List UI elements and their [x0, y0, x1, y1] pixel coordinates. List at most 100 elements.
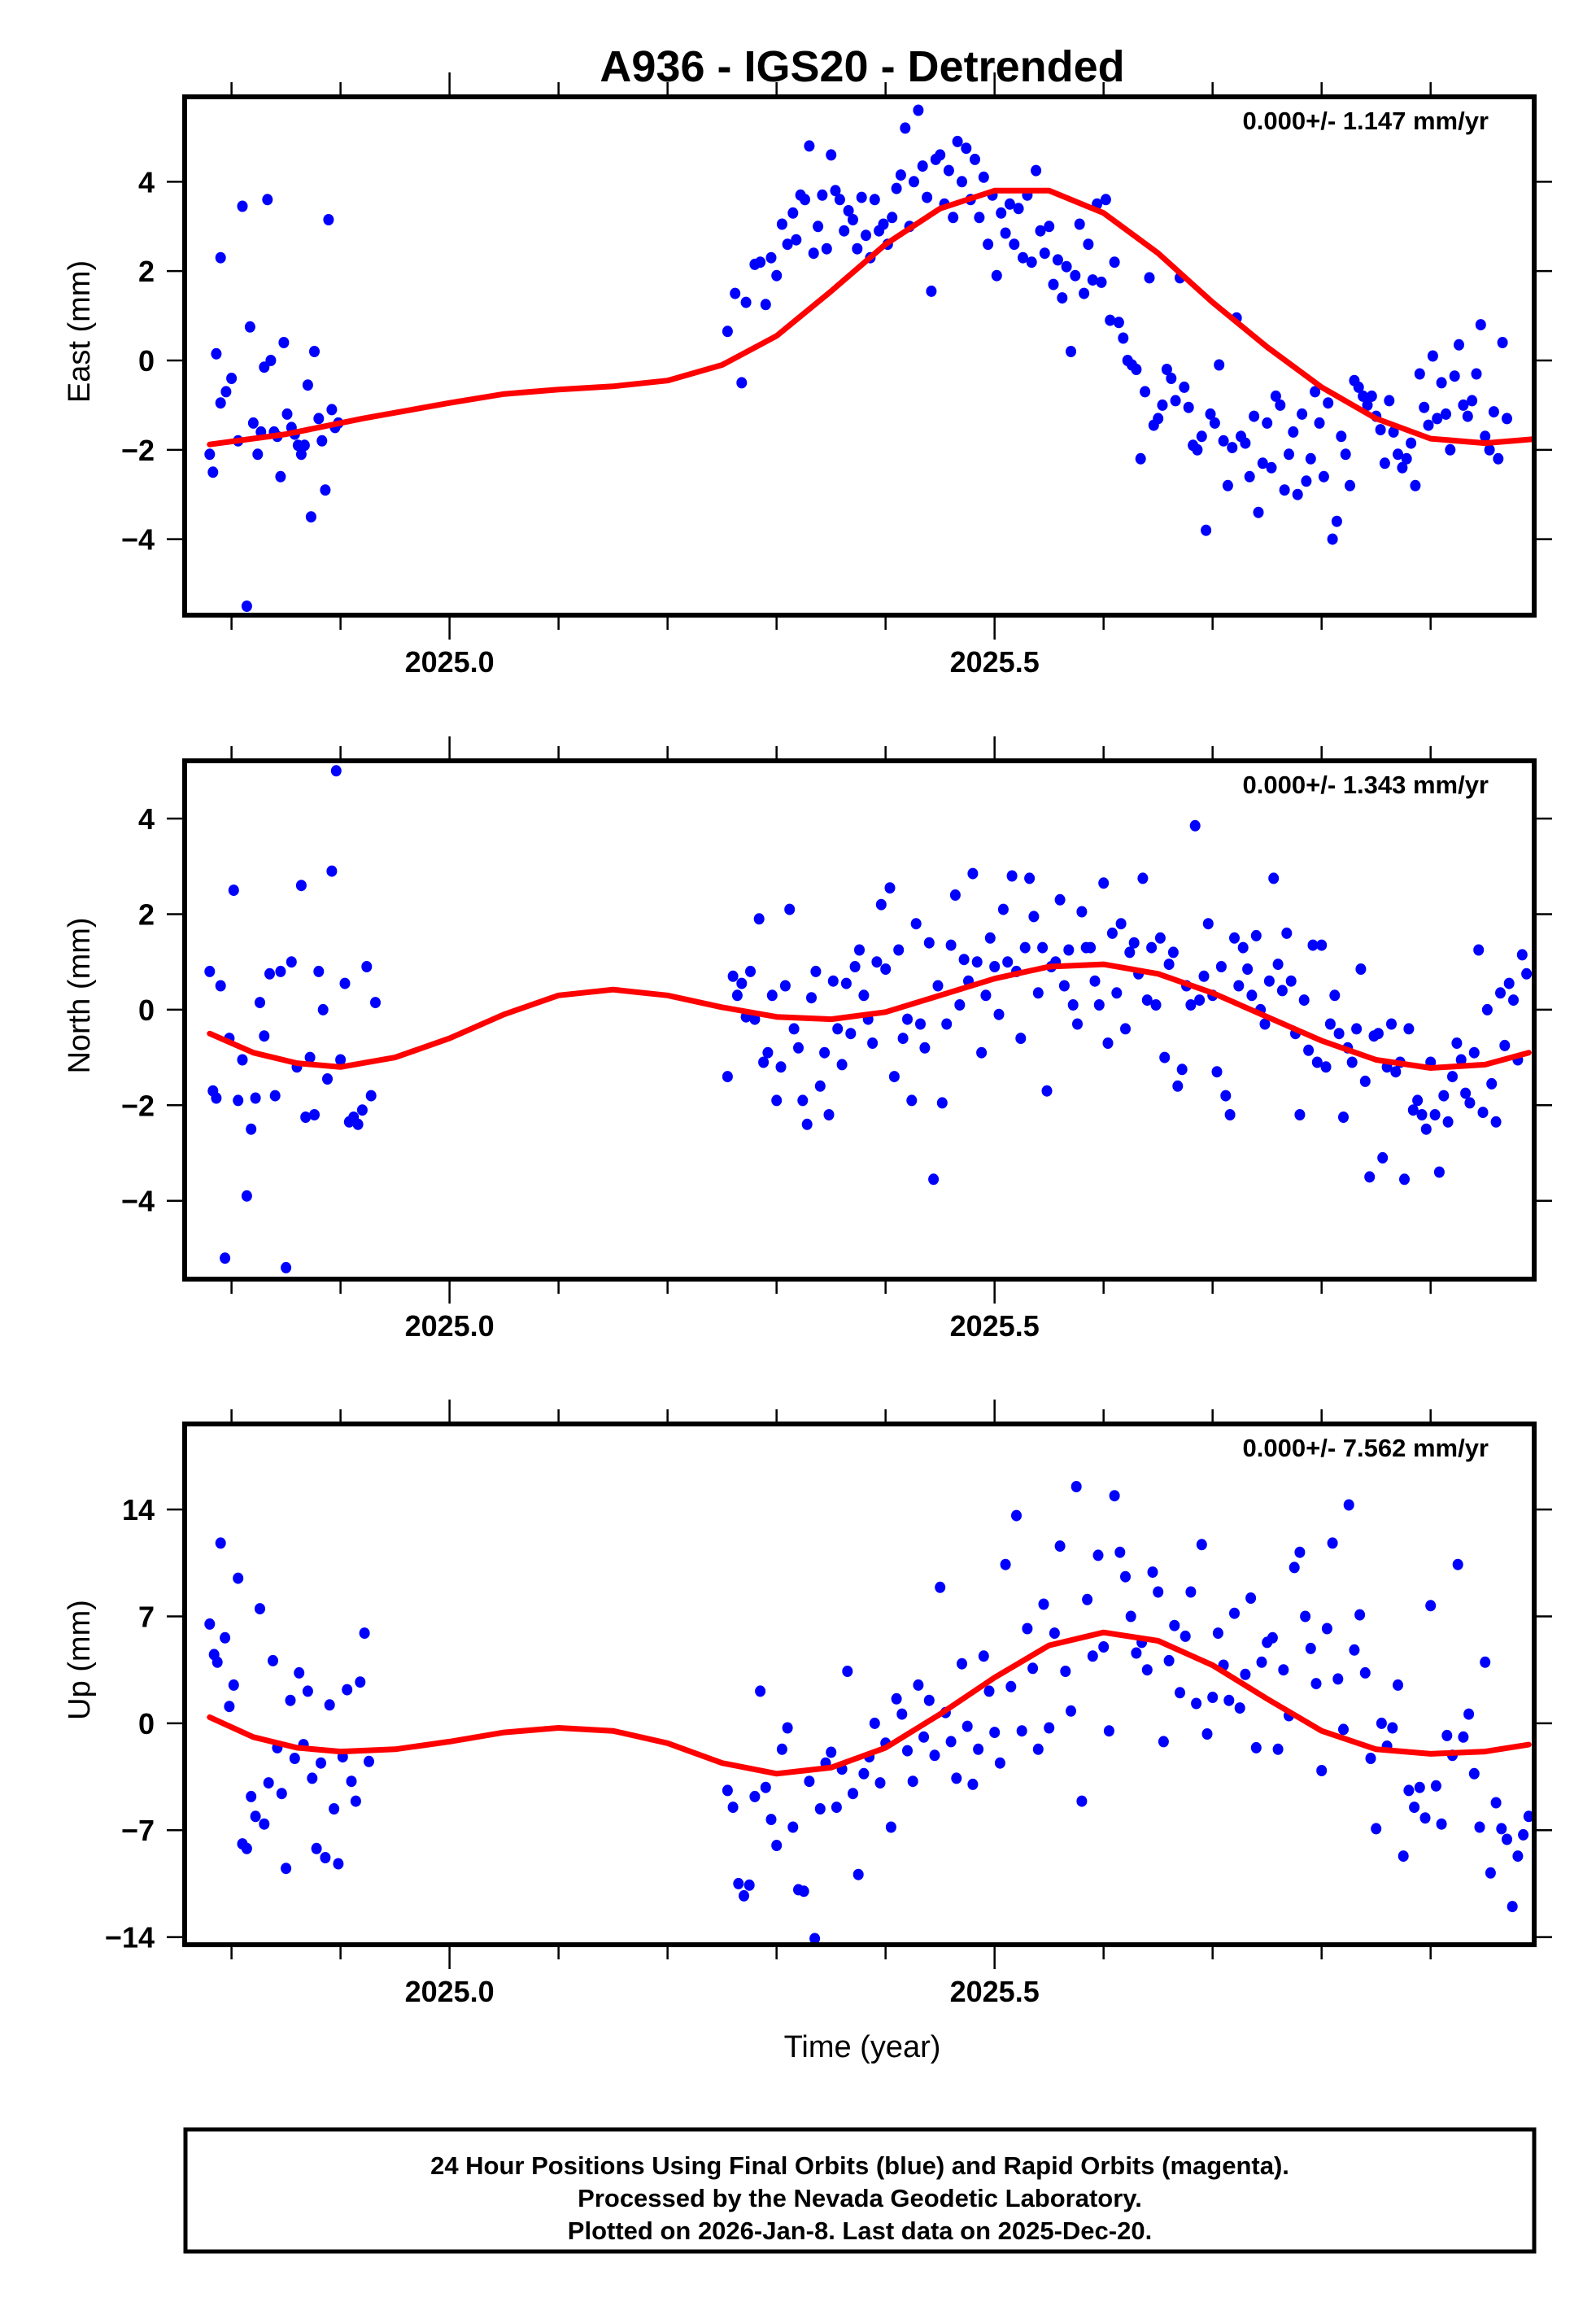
up-data-point — [1300, 1610, 1311, 1622]
north-data-point — [1386, 1018, 1397, 1030]
up-data-point — [1098, 1641, 1110, 1653]
east-data-point — [278, 337, 290, 348]
east-data-point — [891, 182, 902, 194]
north-data-point — [1163, 959, 1175, 971]
up-data-point — [1250, 1741, 1262, 1754]
east-data-point — [1157, 399, 1168, 411]
north-data-point — [884, 882, 896, 894]
north-data-point — [1115, 918, 1127, 930]
north-data-point — [936, 1097, 948, 1109]
east-data-point — [848, 214, 858, 225]
up-data-point — [739, 1889, 749, 1902]
north-data-point — [1499, 1039, 1511, 1051]
north-data-point — [949, 889, 961, 901]
up-data-point — [1403, 1784, 1415, 1797]
east-xtick-label-2025-0: 2025.0 — [405, 645, 495, 679]
north-data-point — [1320, 1061, 1332, 1073]
up-data-point — [1267, 1631, 1278, 1644]
north-data-point — [275, 965, 286, 977]
up-data-point — [1163, 1654, 1175, 1666]
up-panel: Up (mm) 0.000+/- 7.562 mm/yr 2025.0 2025… — [63, 1400, 1552, 2008]
north-data-point — [814, 1080, 826, 1092]
east-data-point — [948, 212, 959, 224]
east-data-point — [1222, 479, 1233, 491]
up-data-point — [241, 1842, 252, 1854]
up-data-point — [1191, 1697, 1202, 1710]
up-data-point — [1153, 1586, 1164, 1598]
east-model-curve — [207, 187, 1534, 448]
up-data-point — [1343, 1499, 1354, 1511]
north-data-point — [264, 967, 275, 980]
up-data-point — [1393, 1679, 1403, 1691]
footer-frame — [183, 2127, 1537, 2254]
up-data-point — [1076, 1795, 1088, 1807]
north-data-point — [1324, 1018, 1336, 1030]
up-data-point — [1147, 1566, 1158, 1579]
up-data-point — [727, 1802, 739, 1814]
east-data-point — [305, 511, 316, 523]
east-data-point — [843, 205, 854, 216]
north-data-point — [1067, 999, 1079, 1011]
north-data-point — [997, 903, 1009, 915]
north-data-point — [1259, 1018, 1271, 1030]
east-data-point — [259, 361, 270, 373]
up-data-point — [1054, 1540, 1066, 1553]
up-data-point — [250, 1810, 261, 1823]
north-data-point — [1281, 927, 1293, 939]
north-data-point — [1237, 941, 1249, 954]
north-data-point — [1377, 1151, 1389, 1164]
east-data-point — [736, 377, 748, 389]
north-model-curve — [207, 961, 1532, 1071]
east-data-point — [1340, 448, 1351, 461]
north-data-point — [1185, 999, 1197, 1011]
east-rate-label: 0.000+/- 1.147 mm/yr — [1243, 107, 1489, 135]
up-data-point — [1022, 1622, 1033, 1635]
east-data-point — [1161, 364, 1172, 375]
up-data-point — [342, 1684, 353, 1696]
east-data-point — [755, 256, 766, 269]
up-data-point — [1223, 1694, 1235, 1706]
east-data-point — [1240, 437, 1251, 449]
north-data-point — [875, 898, 887, 911]
east-data-point — [1436, 377, 1447, 389]
north-data-point — [1272, 959, 1284, 971]
east-data-point — [926, 285, 937, 297]
north-data-point — [1072, 1018, 1083, 1030]
north-data-point — [771, 1094, 783, 1107]
north-data-point — [1294, 1109, 1306, 1120]
up-data-point — [809, 1933, 821, 1945]
north-data-point — [1390, 1066, 1402, 1078]
east-data-point — [878, 218, 889, 230]
east-data-point — [740, 296, 752, 308]
east-data-point — [1214, 359, 1225, 371]
east-data-point — [1331, 515, 1342, 527]
east-data-point — [1244, 470, 1255, 483]
up-data-point — [255, 1603, 265, 1615]
east-data-point — [1480, 430, 1491, 443]
up-data-point — [281, 1863, 292, 1875]
up-data-point — [1485, 1867, 1496, 1879]
north-data-point — [753, 913, 765, 925]
east-data-point — [787, 207, 799, 219]
north-ytick-label: 4 — [138, 802, 155, 836]
east-data-point — [1318, 470, 1329, 483]
east-ytick-label: −2 — [121, 434, 155, 467]
up-data-point — [1109, 1490, 1120, 1502]
north-data-point — [967, 867, 979, 880]
east-data-point — [1026, 256, 1037, 269]
up-data-point — [918, 1731, 930, 1743]
up-data-point — [1430, 1780, 1441, 1792]
east-data-point — [1336, 430, 1347, 443]
up-data-point — [1175, 1687, 1185, 1699]
north-data-point — [1159, 1051, 1171, 1063]
east-data-point — [1183, 401, 1194, 413]
up-data-point — [782, 1722, 793, 1734]
east-data-point — [309, 346, 320, 357]
north-data-point — [1002, 956, 1014, 968]
up-data-point — [1240, 1668, 1251, 1680]
footer-line-2: Processed by the Nevada Geodetic Laborat… — [578, 2184, 1142, 2212]
up-data-point — [1365, 1753, 1376, 1764]
east-data-point — [1205, 408, 1216, 420]
north-data-point — [1224, 1109, 1236, 1120]
